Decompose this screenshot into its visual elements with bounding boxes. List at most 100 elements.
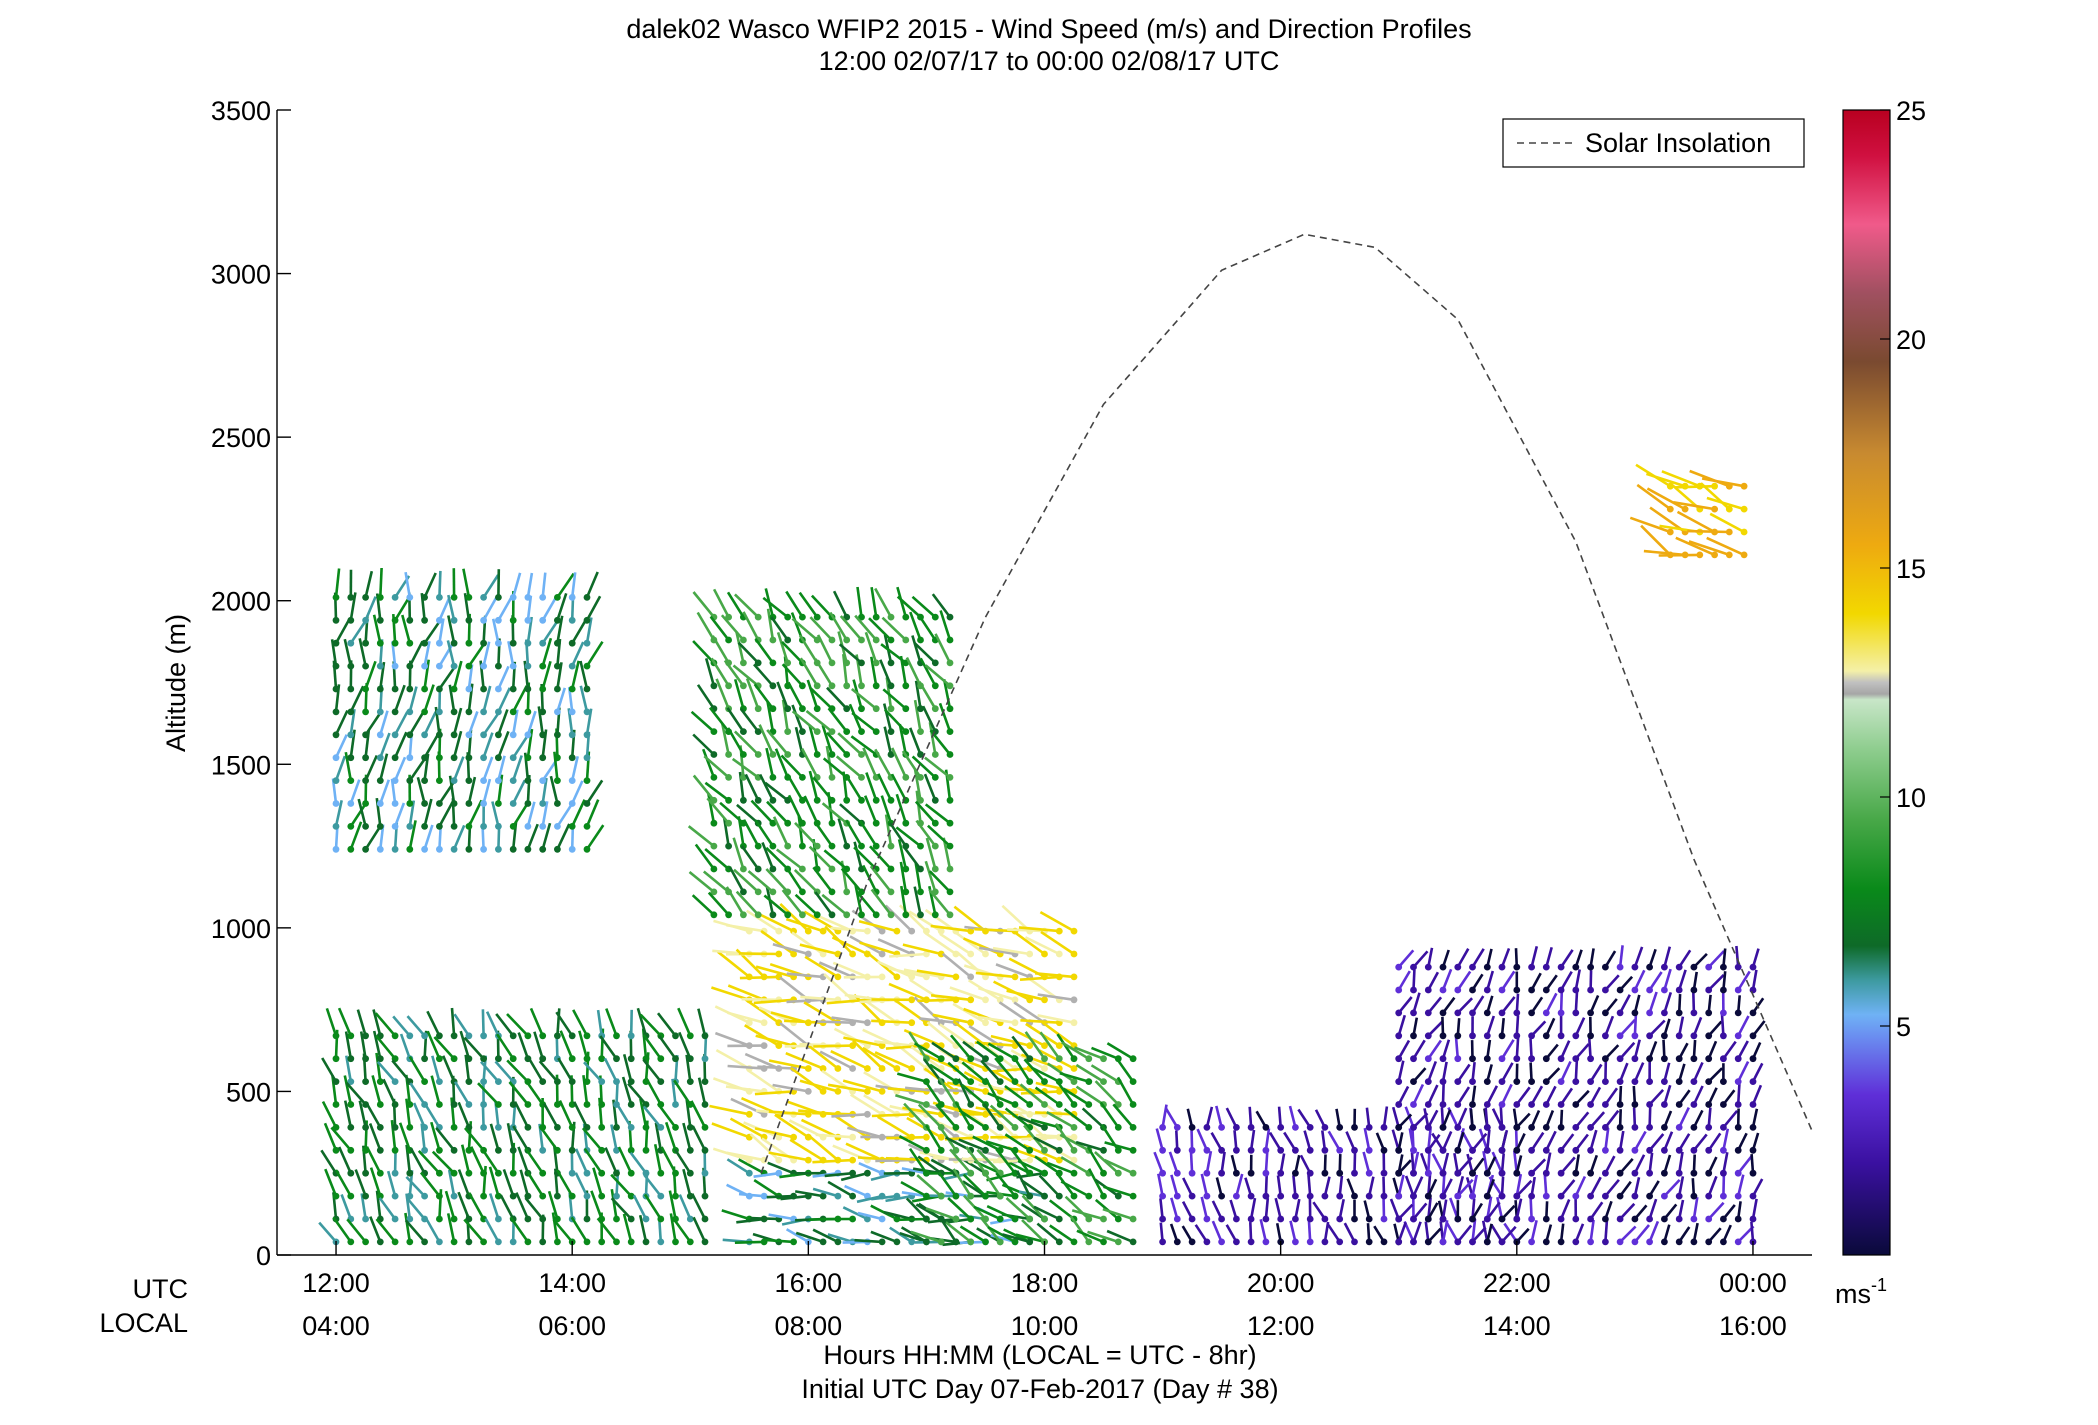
- wind-barb: [1456, 997, 1474, 1014]
- wind-barb-dot: [710, 865, 718, 873]
- wind-barb-dot: [1483, 963, 1491, 971]
- wind-barb-dot: [539, 731, 547, 739]
- wind-barb-dot: [613, 1124, 620, 1131]
- wind-barb-dot: [864, 1065, 871, 1072]
- wind-barb-dot: [1720, 986, 1727, 994]
- solar-insolation-curve: [760, 233, 1813, 1174]
- y-axis-label: Altitude (m): [161, 614, 191, 752]
- wind-barb: [827, 1180, 854, 1198]
- wind-barb: [833, 1027, 868, 1047]
- wind-barb: [390, 1119, 397, 1151]
- wind-barb-dot: [1277, 1215, 1285, 1223]
- wind-barb-dot: [627, 1055, 635, 1063]
- wind-barb-dot: [1749, 1146, 1757, 1154]
- wind-barb-dot: [931, 796, 939, 804]
- wind-barb-dot: [347, 1146, 355, 1154]
- wind-barb-dot: [769, 888, 777, 896]
- wind-barb-dot: [627, 1169, 635, 1177]
- wind-barb: [947, 1061, 972, 1083]
- wind-barb: [786, 998, 824, 1004]
- wind-barb-dot: [1380, 1238, 1388, 1246]
- wind-barb-dot: [1734, 1169, 1742, 1177]
- wind-barb-dot: [1055, 1192, 1063, 1200]
- wind-barb: [726, 1158, 750, 1175]
- wind-barb-dot: [568, 1124, 576, 1131]
- wind-barb: [726, 727, 745, 756]
- wind-barb: [605, 1008, 618, 1037]
- wind-barb: [482, 685, 492, 713]
- wind-barb-dot: [1410, 986, 1417, 994]
- wind-barb: [1604, 1127, 1610, 1151]
- wind-barb-dot: [554, 662, 561, 670]
- wind-barb-dot: [524, 1124, 532, 1131]
- wind-barb-dot: [391, 800, 399, 807]
- wind-barb: [399, 1033, 412, 1060]
- wind-barb-dot: [1380, 1215, 1388, 1223]
- wind-barb-dot: [1483, 1032, 1491, 1040]
- wind-barb-dot: [1572, 1078, 1580, 1085]
- wind-barb: [1604, 1109, 1620, 1129]
- wind-barb: [924, 664, 951, 687]
- wind-barb-dot: [819, 950, 827, 958]
- wind-barb: [870, 587, 878, 618]
- wind-barb-dot: [1070, 927, 1078, 935]
- wind-barb-dot: [931, 911, 939, 919]
- wind-barb: [1020, 1179, 1046, 1198]
- wind-barb: [1706, 496, 1745, 511]
- wind-barb-dot: [1675, 1192, 1683, 1200]
- wind-barb-dot: [362, 1169, 369, 1177]
- wind-barb-dot: [1587, 1215, 1594, 1223]
- wind-barb-dot: [813, 911, 821, 919]
- wind-barb: [423, 798, 433, 827]
- wind-barb-dot: [583, 1101, 591, 1108]
- wind-barb: [823, 849, 848, 870]
- wind-barb-dot: [1351, 1238, 1358, 1246]
- wind-barb-dot: [1011, 1215, 1019, 1223]
- wind-barb: [1633, 1224, 1650, 1243]
- wind-barb: [1404, 1175, 1415, 1197]
- wind-barb: [780, 754, 804, 779]
- wind-barb: [541, 660, 552, 690]
- wind-barb-dot: [1055, 1146, 1063, 1154]
- wind-barb: [714, 1031, 750, 1047]
- wind-barb-dot: [1498, 1124, 1506, 1131]
- wind-barb-dot: [982, 996, 989, 1004]
- wind-barb-dot: [952, 1238, 960, 1246]
- wind-barb: [1071, 1209, 1104, 1221]
- wind-barb-dot: [1602, 1238, 1609, 1246]
- wind-barb-dot: [465, 1055, 473, 1063]
- wind-barb-dot: [872, 659, 880, 667]
- wind-barb-dot: [406, 800, 414, 807]
- wind-barb: [674, 1148, 692, 1174]
- wind-barb: [1019, 1083, 1046, 1106]
- wind-barb: [657, 1034, 677, 1060]
- wind-barb: [789, 1138, 824, 1162]
- wind-barb-dot: [1454, 1215, 1462, 1223]
- wind-barb-dot: [902, 682, 910, 690]
- wind-barb-dot: [1203, 1238, 1211, 1246]
- wind-barb: [992, 946, 1030, 956]
- wind-barb: [882, 703, 893, 732]
- wind-barb: [692, 1216, 707, 1243]
- wind-barb-dot: [391, 1146, 399, 1154]
- wind-barb-dot: [967, 1124, 975, 1131]
- wind-barb-dot: [1740, 505, 1748, 513]
- wind-barb: [1059, 1133, 1090, 1152]
- wind-barb: [1735, 945, 1740, 968]
- wind-barb-dot: [1749, 1078, 1757, 1085]
- wind-barb: [786, 773, 804, 801]
- wind-barb-dot: [887, 682, 895, 690]
- wind-barb-dot: [406, 594, 414, 601]
- wind-barb: [1419, 1152, 1430, 1174]
- wind-barb: [1016, 1170, 1031, 1197]
- wind-barb: [457, 1169, 471, 1197]
- wind-barb: [423, 732, 440, 759]
- wind-barb: [1456, 1175, 1465, 1197]
- wind-barb-dot: [391, 1101, 399, 1108]
- wind-barb-dot: [1720, 1032, 1727, 1040]
- wind-barb-dot: [1542, 1215, 1550, 1223]
- wind-barb: [859, 941, 898, 956]
- wind-barb: [839, 803, 863, 825]
- wind-barb-dot: [686, 1146, 694, 1154]
- wind-barb-dot: [1631, 1124, 1639, 1131]
